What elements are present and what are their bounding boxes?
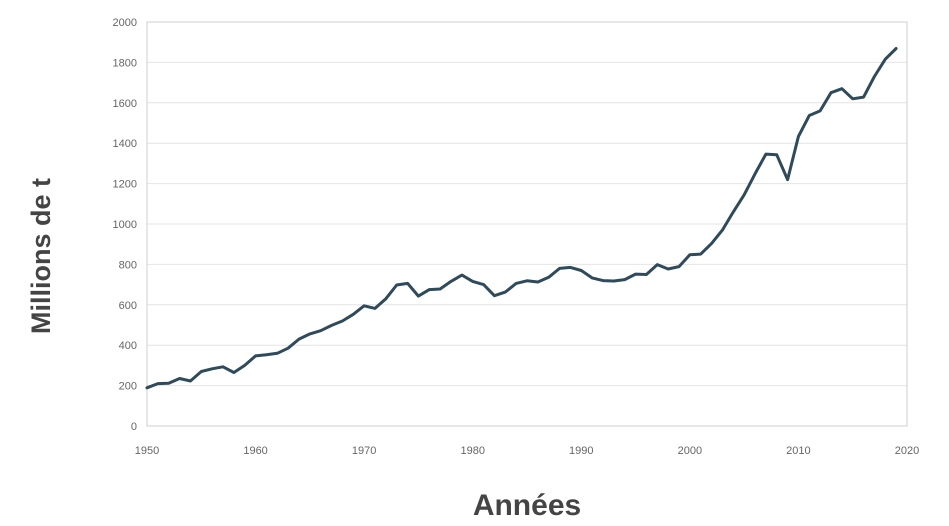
x-axis-tick-labels: 1950 1960 1970 1980 1990 2000 2010 2020 — [135, 445, 919, 457]
plot-area — [146, 21, 908, 427]
y-tick-label: 600 — [119, 300, 137, 312]
y-tick-label: 1600 — [113, 98, 137, 110]
y-tick-label: 1000 — [113, 219, 137, 231]
y-tick-label: 0 — [131, 421, 137, 433]
x-tick-label: 1990 — [569, 445, 593, 457]
y-tick-label: 800 — [119, 259, 137, 271]
y-tick-label: 200 — [119, 381, 137, 393]
x-tick-label: 1950 — [135, 445, 159, 457]
x-tick-label: 1970 — [352, 445, 376, 457]
x-tick-label: 2000 — [678, 445, 702, 457]
y-tick-label: 1800 — [113, 57, 137, 69]
y-tick-label: 1200 — [113, 179, 137, 191]
y-tick-label: 1400 — [113, 138, 137, 150]
y-axis-tick-labels: 0 200 400 600 800 1000 1200 1400 1600 1800 2000 — [113, 17, 137, 433]
series-line — [145, 47, 898, 390]
x-tick-label: 2010 — [786, 445, 810, 457]
x-tick-label: 2020 — [895, 445, 919, 457]
x-tick-label: 1960 — [243, 445, 267, 457]
grid-lines — [147, 21, 907, 427]
y-tick-label: 2000 — [113, 17, 137, 29]
y-tick-label: 400 — [119, 340, 137, 352]
y-axis-title: Millions de t — [26, 178, 56, 334]
x-tick-label: 1980 — [460, 445, 484, 457]
x-axis-title: Années — [473, 489, 581, 522]
